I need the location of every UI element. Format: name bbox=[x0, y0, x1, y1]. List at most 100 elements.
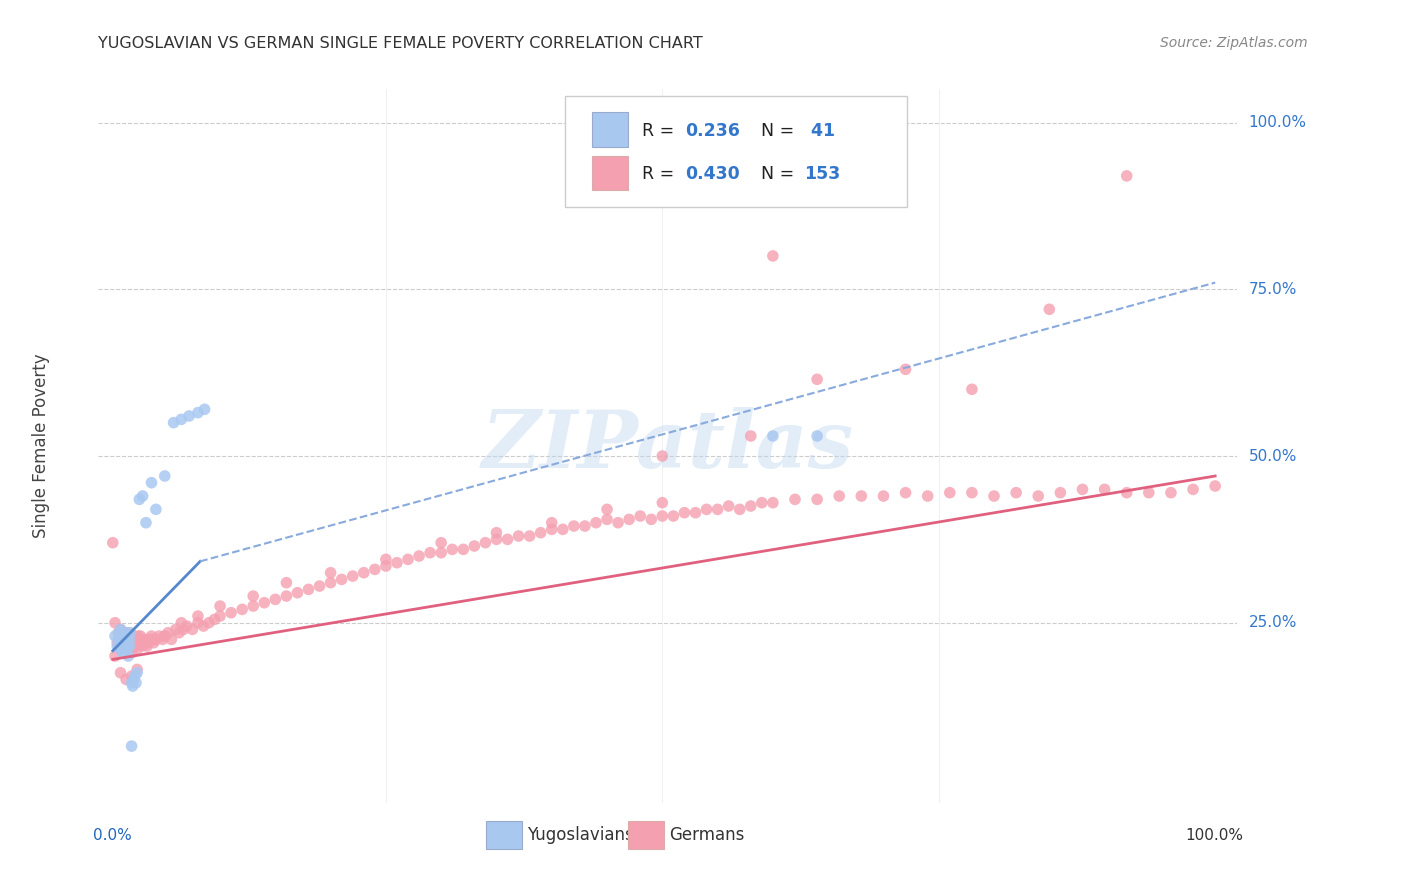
Text: 50.0%: 50.0% bbox=[1249, 449, 1296, 464]
Point bbox=[762, 249, 785, 263]
Point bbox=[115, 632, 138, 647]
Point bbox=[115, 625, 138, 640]
Point bbox=[125, 639, 148, 653]
Point bbox=[740, 499, 762, 513]
Point bbox=[121, 675, 143, 690]
Point bbox=[145, 632, 167, 647]
Point bbox=[651, 496, 673, 510]
Point bbox=[640, 512, 662, 526]
Point bbox=[717, 499, 740, 513]
Point bbox=[121, 679, 143, 693]
Point bbox=[124, 669, 146, 683]
Point bbox=[1137, 485, 1160, 500]
Point bbox=[112, 639, 135, 653]
Point bbox=[762, 429, 785, 443]
Point bbox=[740, 429, 762, 443]
Point bbox=[111, 636, 134, 650]
Point bbox=[872, 489, 894, 503]
Point bbox=[960, 382, 983, 396]
Point bbox=[519, 529, 541, 543]
Point bbox=[485, 533, 508, 547]
Point bbox=[148, 629, 170, 643]
Point bbox=[187, 406, 209, 420]
Point bbox=[127, 665, 149, 680]
Point bbox=[496, 533, 519, 547]
Point bbox=[319, 575, 342, 590]
Point bbox=[177, 409, 200, 423]
Point bbox=[894, 485, 917, 500]
Point bbox=[187, 609, 209, 624]
Point bbox=[342, 569, 364, 583]
Point bbox=[596, 512, 619, 526]
Point bbox=[364, 562, 387, 576]
Point bbox=[127, 632, 149, 647]
Point bbox=[134, 632, 156, 647]
Point bbox=[129, 629, 152, 643]
Point bbox=[1071, 483, 1094, 497]
Point bbox=[167, 625, 190, 640]
Point bbox=[112, 629, 135, 643]
Point bbox=[673, 506, 696, 520]
Point bbox=[121, 629, 143, 643]
Point bbox=[330, 573, 353, 587]
Point bbox=[121, 739, 143, 753]
Point bbox=[574, 519, 596, 533]
Point bbox=[651, 509, 673, 524]
Point bbox=[242, 599, 264, 613]
Point bbox=[115, 625, 138, 640]
Point bbox=[170, 412, 193, 426]
Point bbox=[173, 623, 195, 637]
Point bbox=[1115, 485, 1137, 500]
Point bbox=[419, 546, 441, 560]
Point bbox=[170, 615, 193, 630]
Point bbox=[136, 636, 159, 650]
Text: 100.0%: 100.0% bbox=[1185, 828, 1243, 843]
Point bbox=[127, 629, 149, 643]
Point bbox=[441, 542, 464, 557]
Point bbox=[115, 632, 138, 647]
Point bbox=[122, 629, 145, 643]
Point bbox=[112, 625, 135, 640]
Point bbox=[960, 485, 983, 500]
Point bbox=[453, 542, 475, 557]
Point bbox=[187, 615, 209, 630]
Point bbox=[319, 566, 342, 580]
Text: 75.0%: 75.0% bbox=[1249, 282, 1296, 297]
Point bbox=[142, 632, 165, 647]
Text: YUGOSLAVIAN VS GERMAN SINGLE FEMALE POVERTY CORRELATION CHART: YUGOSLAVIAN VS GERMAN SINGLE FEMALE POVE… bbox=[98, 36, 703, 51]
Point bbox=[110, 623, 132, 637]
Point bbox=[193, 619, 215, 633]
Point bbox=[115, 636, 138, 650]
Point bbox=[118, 632, 141, 647]
Text: 0.236: 0.236 bbox=[685, 122, 740, 140]
Point bbox=[114, 636, 136, 650]
Point bbox=[165, 623, 187, 637]
Point bbox=[209, 599, 232, 613]
Point bbox=[108, 632, 131, 647]
Point bbox=[193, 402, 215, 417]
Text: R =: R = bbox=[641, 122, 679, 140]
Point bbox=[160, 632, 183, 647]
Point bbox=[1094, 483, 1116, 497]
Point bbox=[783, 492, 806, 507]
Point bbox=[108, 625, 131, 640]
Point bbox=[1160, 485, 1182, 500]
Text: Source: ZipAtlas.com: Source: ZipAtlas.com bbox=[1160, 36, 1308, 50]
Point bbox=[127, 662, 149, 676]
Point bbox=[111, 629, 134, 643]
Point bbox=[308, 579, 330, 593]
Point bbox=[181, 623, 204, 637]
Point bbox=[562, 519, 585, 533]
Point bbox=[353, 566, 375, 580]
Point bbox=[1038, 302, 1060, 317]
Point bbox=[530, 525, 553, 540]
Point bbox=[115, 642, 138, 657]
Point bbox=[120, 625, 142, 640]
Point bbox=[1005, 485, 1028, 500]
Point bbox=[118, 639, 141, 653]
Point bbox=[806, 372, 828, 386]
Point bbox=[128, 636, 150, 650]
Text: 100.0%: 100.0% bbox=[1249, 115, 1306, 130]
Point bbox=[105, 639, 128, 653]
FancyBboxPatch shape bbox=[565, 96, 907, 207]
